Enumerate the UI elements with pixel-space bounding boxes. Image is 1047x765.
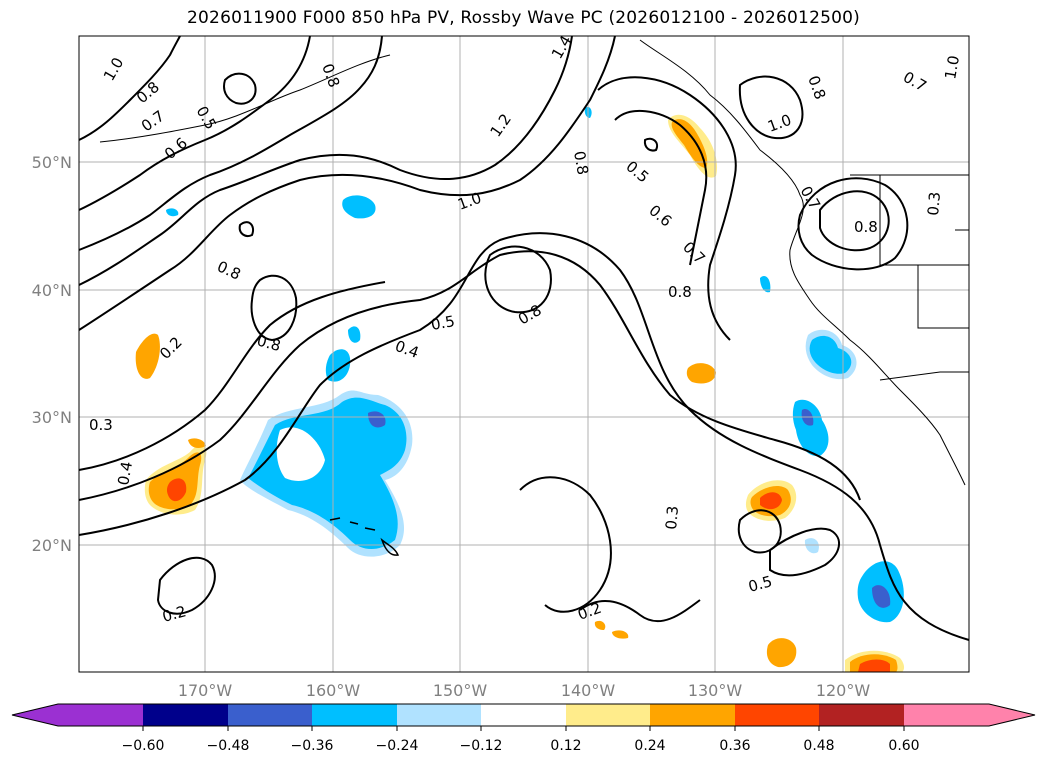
- colorbar-tick-label: −0.60: [122, 738, 165, 754]
- colorbar-segment: [650, 704, 735, 726]
- colorbar-extend-low: [12, 704, 58, 726]
- colorbar-segment: [312, 704, 397, 726]
- colorbar-tick-label: 0.36: [719, 738, 750, 754]
- colorbar-segment: [904, 704, 989, 726]
- lat-label: 40°N: [32, 281, 72, 300]
- contour-label: 0.4: [114, 460, 136, 487]
- colorbar-segment: [735, 704, 819, 726]
- contour-label: 0.5: [430, 312, 457, 334]
- longitude-labels: 170°W 160°W 150°W 140°W 130°W 120°W: [178, 681, 871, 700]
- hawaiian-islands: [329, 517, 400, 556]
- colorbar-extend-high: [989, 704, 1035, 726]
- lon-label: 160°W: [306, 681, 361, 700]
- contour-label: 0.8: [255, 331, 283, 355]
- lon-label: 120°W: [816, 681, 871, 700]
- contour-label: 0.3: [89, 416, 113, 434]
- lat-label: 30°N: [32, 408, 72, 427]
- contour-label: 0.8: [854, 218, 878, 236]
- contour-label: 0.3: [662, 505, 682, 530]
- lon-label: 140°W: [561, 681, 616, 700]
- lat-label: 50°N: [32, 153, 72, 172]
- coastlines: [99, 39, 969, 486]
- map-frame: [78, 35, 970, 673]
- colorbar-tick-label: −0.12: [460, 738, 503, 754]
- contour-label: 1.0: [941, 54, 963, 81]
- colorbar-tick-label: −0.36: [291, 738, 334, 754]
- contour-label: 0.3: [924, 191, 944, 216]
- colorbar-segment: [481, 704, 566, 726]
- colorbar-segment: [58, 704, 143, 726]
- graticule: [79, 36, 969, 672]
- colorbar-segment: [228, 704, 312, 726]
- colorbar-tick-label: −0.48: [207, 738, 250, 754]
- colorbar-segment: [397, 704, 481, 726]
- colorbar-outline: [11, 703, 1036, 727]
- pv-contours: [78, 35, 970, 641]
- colorbar-tick-label: 0.12: [550, 738, 581, 754]
- contour-label: 0.8: [668, 283, 692, 301]
- colorbar-segment: [566, 704, 650, 726]
- colorbar-tick-label: −0.24: [376, 738, 419, 754]
- colorbar-tick-label: 0.60: [888, 738, 919, 754]
- colorbar-tick-label: 0.24: [634, 738, 665, 754]
- lon-label: 150°W: [433, 681, 488, 700]
- lat-label: 20°N: [32, 536, 72, 555]
- contour-label: 0.2: [160, 602, 188, 626]
- lon-label: 130°W: [688, 681, 743, 700]
- lon-label: 170°W: [178, 681, 233, 700]
- contour-label: 0.5: [746, 572, 774, 596]
- contour-label: 0.8: [570, 150, 592, 177]
- shaded-anomalies: [135, 106, 905, 672]
- latitude-labels: 50°N 40°N 30°N 20°N: [32, 153, 72, 555]
- colorbar-segment: [819, 704, 904, 726]
- colorbar-segment: [143, 704, 228, 726]
- colorbar: −0.60 −0.48 −0.36 −0.24 −0.12 0.12 0.24 …: [11, 703, 1036, 754]
- map-title: 2026011900 F000 850 hPa PV, Rossby Wave …: [187, 8, 860, 28]
- colorbar-tick-label: 0.48: [803, 738, 834, 754]
